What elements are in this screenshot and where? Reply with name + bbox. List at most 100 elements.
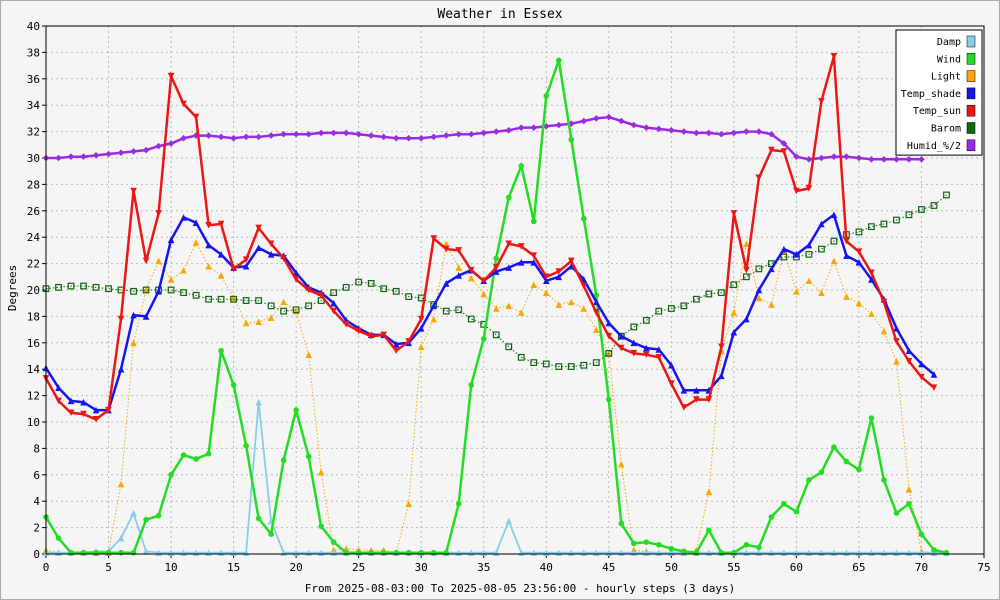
data-point-humid-2 <box>643 124 650 131</box>
y-tick-label: 10 <box>27 416 40 429</box>
data-point-wind <box>856 466 862 473</box>
legend-swatch-damp <box>966 35 976 48</box>
data-point-temp-shade <box>718 372 725 380</box>
y-tick-label: 26 <box>27 205 40 218</box>
data-point-light <box>705 488 713 496</box>
x-tick-label: 50 <box>665 561 678 574</box>
x-tick-label: 0 <box>43 561 50 574</box>
data-point-light <box>442 240 450 248</box>
data-point-temp-shade <box>242 262 250 270</box>
data-point-barom <box>255 297 263 304</box>
data-point-temp-sun <box>330 307 337 315</box>
data-point-barom <box>467 315 475 323</box>
data-point-wind <box>218 347 224 354</box>
data-point-humid-2 <box>255 133 262 141</box>
data-point-humid-2 <box>405 134 412 142</box>
data-point-light <box>155 257 162 265</box>
data-point-wind <box>418 549 425 556</box>
data-point-temp-sun <box>305 286 312 294</box>
data-point-temp-shade <box>442 280 450 287</box>
legend-label-barom: Barom <box>931 124 961 135</box>
data-point-wind <box>843 458 850 465</box>
y-tick-label: 20 <box>27 284 40 297</box>
data-point-temp-sun <box>342 321 350 328</box>
data-point-temp-shade <box>217 251 225 258</box>
legend-swatch-light <box>966 70 976 82</box>
data-point-wind <box>268 531 274 537</box>
data-point-humid-2 <box>743 128 750 135</box>
x-tick-label: 55 <box>727 561 740 574</box>
data-point-humid-2 <box>618 117 625 125</box>
data-point-barom <box>205 295 212 303</box>
data-point-wind <box>568 136 575 143</box>
data-point-temp-shade <box>267 251 275 258</box>
x-tick-label: 70 <box>915 561 928 574</box>
y-tick-label: 14 <box>27 363 41 376</box>
data-point-humid-2 <box>455 130 463 138</box>
data-point-temp-shade <box>780 245 788 253</box>
data-point-temp-sun <box>693 396 700 403</box>
data-point-temp-shade <box>743 315 750 323</box>
data-point-barom <box>667 305 675 312</box>
data-point-temp-sun <box>530 252 538 259</box>
data-point-humid-2 <box>918 156 925 163</box>
data-point-wind <box>468 382 475 388</box>
data-point-humid-2 <box>818 154 825 162</box>
data-point-barom <box>880 220 888 228</box>
data-point-humid-2 <box>392 134 400 142</box>
data-point-temp-shade <box>818 220 825 228</box>
data-point-temp-shade <box>117 365 125 373</box>
data-point-barom <box>830 237 838 245</box>
data-point-humid-2 <box>855 154 863 162</box>
data-point-temp-shade <box>517 258 525 266</box>
data-point-humid-2 <box>230 134 237 142</box>
data-point-wind <box>756 544 762 551</box>
data-point-temp-shade <box>192 219 200 226</box>
data-point-wind <box>831 444 837 450</box>
data-point-temp-shade <box>180 214 187 221</box>
data-point-temp-sun <box>80 410 87 418</box>
data-point-temp-shade <box>167 236 175 244</box>
data-point-humid-2 <box>492 128 500 135</box>
data-point-temp-sun <box>567 257 575 265</box>
data-point-temp-sun <box>205 222 212 229</box>
data-point-humid-2 <box>92 152 100 159</box>
data-point-humid-2 <box>630 121 638 129</box>
legend-label-temp-shade: Temp_shade <box>901 89 961 100</box>
y-tick-label: 28 <box>27 178 40 191</box>
data-point-humid-2 <box>430 133 438 141</box>
data-point-barom <box>730 281 738 289</box>
data-point-barom <box>142 286 150 294</box>
data-point-temp-sun <box>580 282 588 290</box>
data-point-humid-2 <box>305 130 312 138</box>
data-point-humid-2 <box>155 142 162 150</box>
data-point-humid-2 <box>880 156 888 163</box>
data-point-humid-2 <box>505 126 513 134</box>
data-point-humid-2 <box>180 134 187 142</box>
x-tick-label: 75 <box>977 561 990 574</box>
data-point-light <box>818 289 825 296</box>
legend-swatch-wind <box>966 53 976 65</box>
data-point-temp-sun <box>855 248 863 256</box>
data-point-humid-2 <box>843 153 850 160</box>
data-point-light <box>542 289 550 296</box>
data-point-wind <box>105 549 112 556</box>
data-point-temp-shade <box>643 344 650 352</box>
data-point-barom <box>818 245 825 253</box>
data-point-barom <box>167 286 175 294</box>
data-point-barom <box>868 223 875 231</box>
data-point-temp-sun <box>643 351 650 358</box>
data-point-wind <box>155 512 162 519</box>
data-point-temp-shade <box>555 273 563 281</box>
data-point-temp-sun <box>355 327 362 335</box>
y-tick-label: 24 <box>27 231 41 244</box>
data-point-temp-sun <box>893 338 900 345</box>
data-point-temp-sun <box>818 97 825 105</box>
data-point-wind <box>881 477 887 483</box>
data-point-temp-shade <box>455 272 463 279</box>
data-point-wind <box>343 549 349 556</box>
y-tick-label: 6 <box>33 469 40 482</box>
data-point-barom <box>180 289 187 297</box>
data-point-light <box>730 309 738 316</box>
data-point-wind <box>505 194 512 201</box>
